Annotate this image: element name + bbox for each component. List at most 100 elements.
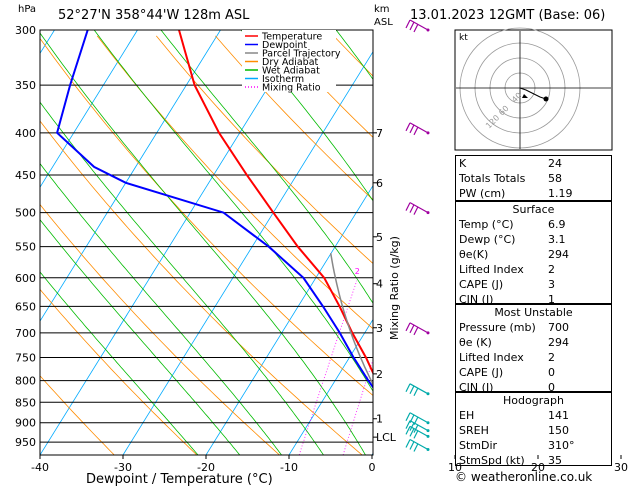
pressure-tick-label: 750: [15, 352, 36, 365]
wind-barb-base: [427, 435, 430, 438]
hodograph-row: StmSpd (kt)35: [455, 453, 612, 468]
wet-adiabat-line: [38, 30, 366, 455]
wind-barb-flag: [414, 127, 418, 135]
wind-barb-base: [427, 211, 430, 214]
wind-barb-flag: [414, 327, 418, 335]
wind-barb-flag: [410, 205, 414, 213]
hodograph-kt-label: kt: [459, 33, 468, 43]
wind-barb-flag: [414, 388, 418, 396]
pressure-tick-label: 300: [15, 24, 36, 37]
index-row-pw: PW (cm)1.19: [455, 186, 612, 201]
pressure-tick-label: 950: [15, 436, 36, 449]
pressure-tick-label: 800: [15, 375, 36, 388]
km-tick-label: 1: [376, 413, 383, 426]
wind-barb-flag: [410, 125, 414, 133]
surface-row: Dewp (°C)3.1: [455, 232, 612, 247]
pressure-tick-label: 350: [15, 79, 36, 92]
surface-row: θe(K)294: [455, 247, 612, 262]
mixing-ratio-axis-label: Mixing Ratio (g/kg): [388, 236, 401, 340]
surface-title: Surface: [455, 202, 612, 217]
km-tick-label: 6: [376, 177, 383, 190]
wind-barb-flag: [406, 323, 410, 331]
surface-row: CAPE (J)3: [455, 277, 612, 292]
mixing-ratio-label: 20: [615, 267, 625, 276]
pressure-tick-label: 550: [15, 241, 36, 254]
wind-barb-base: [427, 392, 430, 395]
wind-barb-base: [427, 331, 430, 334]
km-tick-label: LCL: [376, 431, 397, 444]
temp-tick-label: -40: [31, 461, 49, 474]
wind-barb-base: [427, 421, 430, 424]
temp-tick-label: -10: [280, 461, 298, 474]
wind-barb-flag: [406, 123, 410, 131]
wind-barb-flag: [406, 413, 410, 421]
mixing-ratio-label: 2: [355, 267, 360, 276]
date-title: 13.01.2023 12GMT (Base: 06): [410, 8, 605, 23]
hodograph-frame: [455, 30, 612, 150]
isotherm-line: [621, 30, 629, 455]
surface-row: Temp (°C)6.9: [455, 217, 612, 232]
km-tick-label: 5: [376, 231, 383, 244]
pressure-tick-label: 600: [15, 272, 36, 285]
legend-entry: Mixing Ratio: [262, 83, 321, 94]
temp-tick-label: 0: [369, 461, 376, 474]
wind-barb-flag: [414, 444, 418, 452]
pressure-tick-label: 650: [15, 300, 36, 313]
surface-table: Surface Temp (°C)6.9 Dewp (°C)3.1 θe(K)2…: [455, 202, 612, 307]
wind-barb-flag: [410, 386, 414, 394]
wind-barb-flag: [414, 24, 418, 32]
pressure-tick-label: 900: [15, 417, 36, 430]
wind-barb-flag: [410, 442, 414, 450]
wind-barb-flag: [410, 22, 414, 30]
wind-barb-flag: [406, 203, 410, 211]
mixing-ratio-line: [375, 281, 429, 455]
temp-tick-label: 30: [614, 461, 628, 474]
unstable-title: Most Unstable: [455, 305, 612, 320]
pressure-tick-label: 500: [15, 207, 36, 220]
pressure-tick-label: 700: [15, 327, 36, 340]
wind-barb-flag: [414, 207, 418, 215]
km-tick-label: 3: [376, 322, 383, 335]
km-tick-label: 2: [376, 368, 383, 381]
wind-barb-base: [427, 29, 430, 32]
asl-label: ASL: [374, 17, 393, 28]
wind-barb-flag: [406, 384, 410, 392]
dry-adiabat-line: [0, 36, 280, 455]
wind-barb-base: [427, 448, 430, 451]
pressure-tick-label: 400: [15, 127, 36, 140]
km-label: km: [374, 4, 390, 15]
unstable-table: Most Unstable Pressure (mb)700 θe (K)294…: [455, 305, 612, 395]
wind-barb-flag: [410, 325, 414, 333]
km-tick-label: 7: [376, 127, 383, 140]
isotherm-line: [123, 30, 387, 455]
hodograph-end-marker: [544, 97, 549, 102]
dry-adiabat-line: [38, 36, 445, 455]
location-title: 52°27'N 358°44'W 128m ASL: [58, 8, 249, 23]
pressure-tick-label: 850: [15, 396, 36, 409]
wind-barb-base: [427, 429, 430, 432]
dewpoint-profile: [57, 30, 400, 453]
hodograph-title: Hodograph: [455, 393, 612, 408]
unstable-row: Pressure (mb)700: [455, 320, 612, 335]
hpa-label: hPa: [18, 4, 36, 15]
wet-adiabat-line: [625, 30, 629, 455]
wind-barb-flag: [406, 440, 410, 448]
km-tick-label: 4: [376, 278, 383, 291]
mixing-ratio-label: 4: [427, 267, 432, 276]
x-axis-label: Dewpoint / Temperature (°C): [86, 472, 273, 487]
wind-barb-base: [427, 131, 430, 134]
isotherm-line: [206, 30, 470, 455]
credit-text: © weatheronline.co.uk: [455, 470, 592, 484]
pressure-tick-label: 450: [15, 169, 36, 182]
wet-adiabat-line: [241, 30, 491, 455]
unstable-row: CAPE (J)0: [455, 365, 612, 380]
wet-adiabat-line: [0, 30, 324, 455]
